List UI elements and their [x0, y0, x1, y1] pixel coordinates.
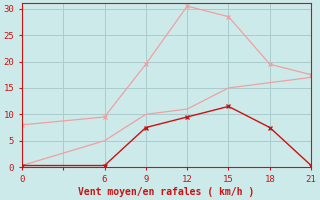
- X-axis label: Vent moyen/en rafales ( km/h ): Vent moyen/en rafales ( km/h ): [78, 187, 255, 197]
